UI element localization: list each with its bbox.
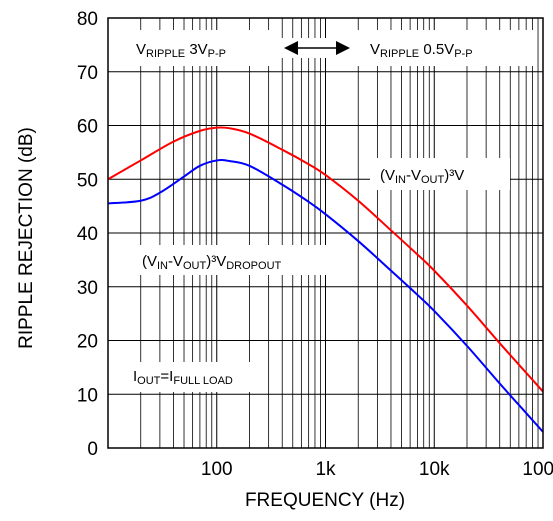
blue-curve-label: (VIN-VOUT)³VDROPOUT — [142, 253, 282, 272]
load-condition-label: IOUT=IFULL LOAD — [133, 368, 233, 387]
double-arrow — [284, 41, 350, 55]
ripple-left-bg — [120, 30, 270, 66]
y-tick-label: 30 — [77, 278, 98, 299]
y-tick-label: 60 — [77, 117, 98, 138]
series-line-1 — [107, 126, 544, 393]
red-label-bg — [370, 158, 510, 190]
y-tick-label: 80 — [77, 9, 98, 30]
x-tick-label: 10k — [419, 459, 450, 480]
ripple-left-label: VRIPPLE 3VP-P — [136, 41, 226, 60]
grid — [108, 18, 543, 448]
load-label-bg — [125, 362, 267, 392]
x-tick-label: 100 — [201, 459, 233, 480]
annotation-backgrounds — [120, 30, 534, 392]
plot-frame — [107, 17, 544, 449]
y-tick-label: 70 — [77, 63, 98, 84]
ripple-right-bg — [356, 30, 534, 66]
y-tick-label: 10 — [77, 385, 98, 406]
y-tick-label: 0 — [87, 439, 98, 460]
y-tick-label: 50 — [77, 170, 98, 191]
blue-label-bg — [135, 245, 330, 275]
x-tick-label: 1k — [315, 459, 336, 480]
series-line-2 — [107, 159, 544, 433]
red-curve-label: (VIN-VOUT)³V — [380, 167, 464, 186]
x-tick-label: 100k — [522, 459, 553, 480]
ripple-right-label: VRIPPLE 0.5VP-P — [370, 41, 473, 60]
y-tick-label: 40 — [77, 224, 98, 245]
tick-labels: 100 1k 10k 100k 0 10 20 30 40 50 60 70 80 — [77, 9, 553, 480]
x-axis-label: FREQUENCY (Hz) — [245, 490, 405, 511]
series — [107, 126, 544, 433]
y-axis-label: RIPPLE REJECTION (dB) — [16, 127, 37, 349]
y-tick-label: 20 — [77, 332, 98, 353]
